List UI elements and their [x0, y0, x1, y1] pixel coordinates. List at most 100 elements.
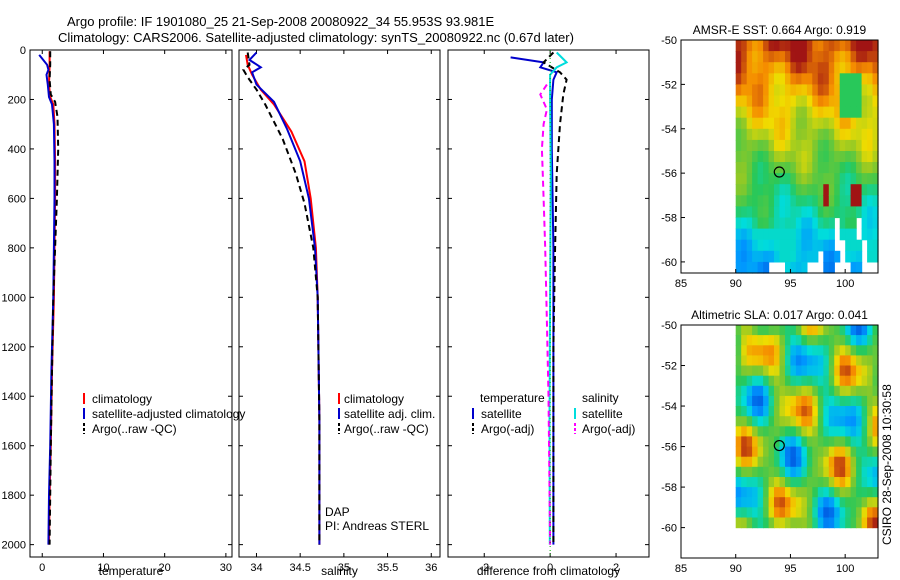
heatmap-cell [757, 62, 764, 74]
heatmap-cell [790, 365, 797, 377]
heatmap-cell [785, 51, 792, 63]
temperature-series-line [38, 54, 56, 545]
heatmap-cell [785, 477, 792, 488]
heatmap-cell [812, 139, 819, 152]
heatmap-cell [763, 365, 770, 377]
heatmap-cell [790, 385, 797, 397]
heatmap-cell [828, 426, 835, 437]
heatmap-cell [801, 217, 808, 230]
heatmap-cell [768, 497, 775, 508]
heatmap-cell [790, 73, 797, 85]
heatmap-cell [812, 507, 819, 518]
heatmap-cell [812, 62, 819, 74]
heatmap-cell [774, 228, 781, 241]
heatmap-cell [812, 51, 819, 63]
heatmap-cell [823, 128, 830, 141]
heatmap-cell [795, 446, 802, 458]
heatmap-cell [763, 73, 770, 85]
heatmap-cell [790, 151, 797, 163]
heatmap-cell [828, 84, 835, 97]
heatmap-cell [790, 128, 797, 141]
heatmap-cell [790, 239, 797, 252]
heatmap-cell [845, 62, 852, 74]
heatmap-cell [757, 106, 764, 119]
heatmap-cell [867, 517, 874, 529]
heatmap-cell [757, 95, 764, 108]
heatmap-cell [817, 456, 824, 468]
heatmap-cell [812, 466, 819, 478]
heatmap-cell [823, 195, 830, 207]
heatmap-cell [785, 62, 792, 74]
heatmap-cell [746, 466, 753, 478]
heatmap-cell [746, 84, 753, 97]
heatmap-cell [795, 325, 802, 336]
heatmap-cell [785, 385, 792, 397]
heatmap-cell [774, 325, 781, 336]
heatmap-cell [812, 84, 819, 97]
heatmap-cell [834, 95, 841, 108]
heatmap-cell [839, 206, 846, 219]
heatmap-cell [845, 395, 852, 407]
temperature-x-tick-label: 30 [220, 562, 232, 574]
heatmap-cell [785, 173, 792, 185]
heatmap-cell [741, 51, 748, 63]
sst-y-tick-label: -60 [661, 257, 677, 269]
sst-argo-marker [773, 166, 785, 178]
heatmap-cell [774, 250, 781, 263]
heatmap-cell [757, 195, 764, 207]
heatmap-cell [817, 446, 824, 458]
heatmap-cell [774, 426, 781, 437]
temperature-x-tick-label: 0 [39, 562, 45, 574]
heatmap-cell [867, 395, 874, 407]
heatmap-cell [872, 355, 879, 367]
heatmap-cell [806, 51, 813, 63]
heatmap-cell [861, 162, 868, 174]
heatmap-cell [856, 151, 863, 163]
heatmap-cell [801, 206, 808, 219]
heatmap-cell [741, 151, 748, 163]
heatmap-cell [741, 173, 748, 185]
heatmap-cell [741, 73, 748, 85]
heatmap-cell [850, 51, 857, 63]
heatmap-cell [785, 487, 792, 498]
heatmap-cell [779, 456, 786, 468]
heatmap-cell [763, 456, 770, 468]
heatmap-cell [856, 355, 863, 367]
heatmap-cell [768, 250, 775, 263]
heatmap-cell [757, 426, 764, 437]
heatmap-cell [735, 62, 742, 74]
heatmap-cell [795, 416, 802, 427]
sla-argo-marker [773, 439, 785, 452]
heatmap-cell [790, 206, 797, 219]
heatmap-cell [828, 507, 835, 518]
heatmap-cell [850, 162, 857, 174]
sla-y-tick-label: -58 [661, 482, 677, 494]
heatmap-cell [746, 151, 753, 163]
heatmap-cell [746, 40, 753, 52]
difference-x-tick-label: -2 [479, 562, 489, 574]
heatmap-cell [795, 195, 802, 207]
heatmap-cell [768, 416, 775, 427]
heatmap-cell [817, 162, 824, 174]
heatmap-cell [861, 487, 868, 498]
heatmap-cell [746, 239, 753, 252]
heatmap-cell [856, 325, 863, 336]
heatmap-cell [795, 261, 802, 274]
heatmap-cell [828, 416, 835, 427]
heatmap-cell [806, 184, 813, 196]
heatmap-cell [812, 517, 819, 529]
heatmap-cell [850, 128, 857, 141]
heatmap-cell [763, 436, 770, 448]
heatmap-cell [828, 239, 835, 252]
y-tick-label: 1400 [2, 391, 26, 403]
heatmap-cell [801, 95, 808, 108]
heatmap-cell [839, 395, 846, 407]
heatmap-cell [845, 117, 852, 130]
heatmap-cell [856, 487, 863, 498]
heatmap-cell [790, 426, 797, 437]
heatmap-cell [795, 151, 802, 163]
heatmap-cell [801, 195, 808, 207]
heatmap-cell [828, 40, 835, 52]
heatmap-cell [834, 195, 841, 207]
heatmap-cell [845, 355, 852, 367]
